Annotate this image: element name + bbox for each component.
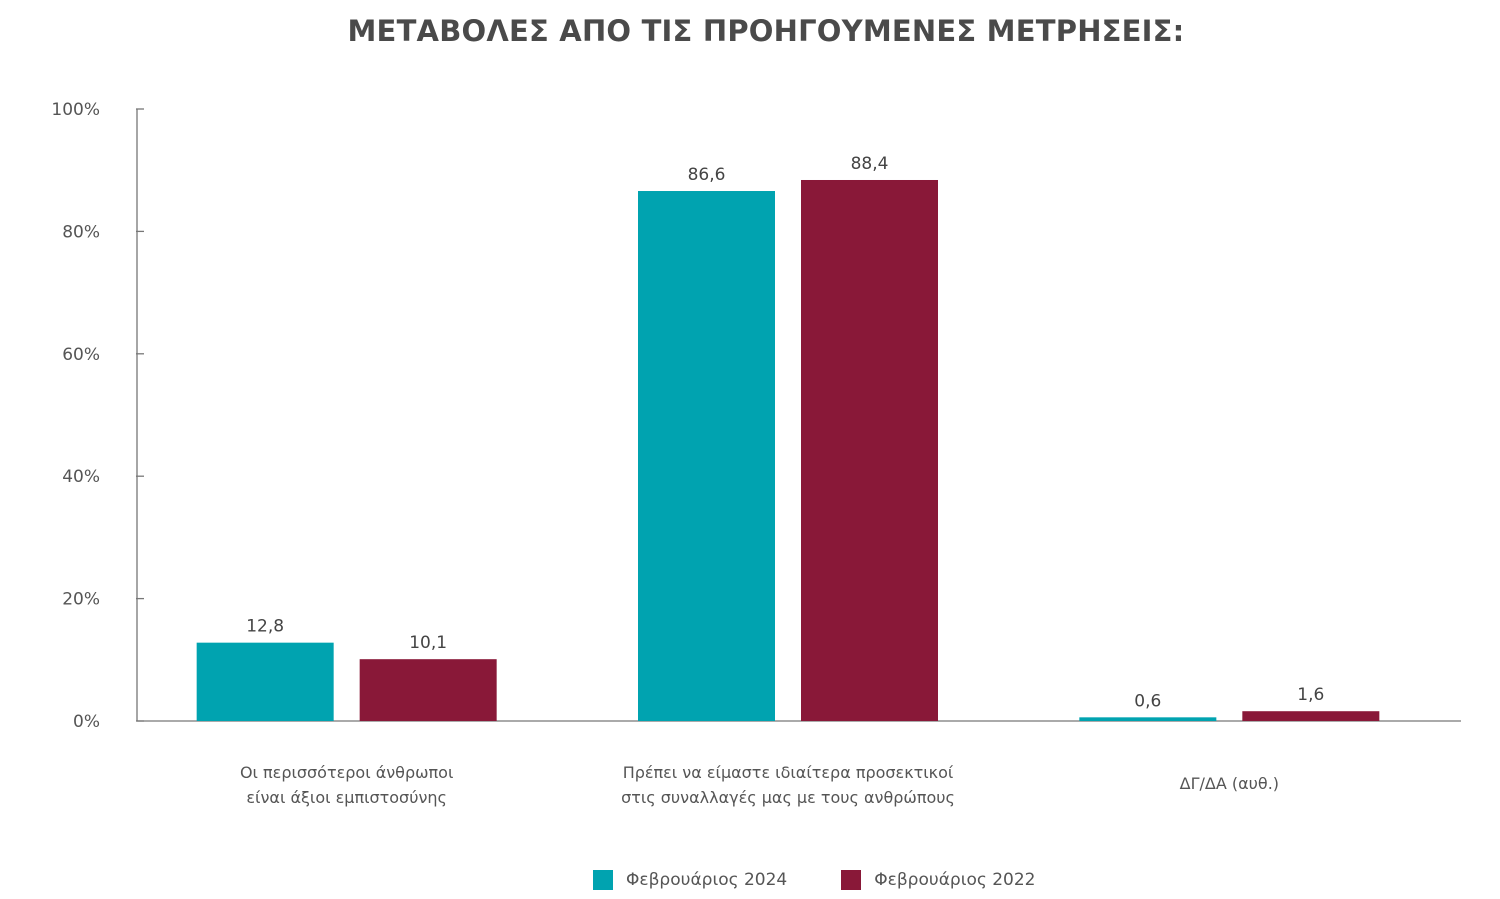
y-tick-label: 80%: [62, 222, 100, 242]
bars: [196, 179, 1380, 721]
legend-label: Φεβρουάριος 2024: [626, 870, 788, 890]
legend-swatch: [593, 870, 613, 890]
legend-item: Φεβρουάριος 2022: [841, 870, 1036, 890]
y-tick-label: 20%: [62, 590, 100, 610]
data-label: 12,8: [246, 617, 284, 637]
y-tick-label: 40%: [62, 467, 100, 487]
x-category-label: Πρέπει να είμαστε ιδιαίτερα προσεκτικοί: [623, 763, 954, 782]
y-tick-label: 0%: [73, 712, 100, 732]
bar: [196, 642, 334, 721]
data-label: 0,6: [1134, 691, 1161, 711]
bar: [801, 179, 938, 721]
legend-label: Φεβρουάριος 2022: [874, 870, 1036, 890]
y-tick-label: 60%: [62, 345, 100, 365]
axes: 0% 20% 40% 60% 80% 100%: [51, 100, 1461, 732]
x-category-label: στις συναλλαγές μας με τους ανθρώπους: [621, 788, 955, 807]
data-label: 86,6: [688, 165, 726, 185]
data-label: 1,6: [1297, 685, 1324, 705]
data-label: 10,1: [409, 633, 447, 653]
y-tick-label: 100%: [51, 100, 100, 120]
x-category-label: ΔΓ/ΔΑ (αυθ.): [1180, 774, 1279, 793]
legend: Φεβρουάριος 2024 Φεβρουάριος 2022: [593, 870, 1090, 890]
labels: 12,8 10,1 Οι περισσότεροι άνθρωποι είναι άξ…: [240, 154, 1324, 807]
x-category-label: Οι περισσότεροι άνθρωποι: [240, 763, 453, 782]
bar: [359, 659, 497, 721]
bar: [638, 191, 775, 721]
bar: [1079, 717, 1217, 721]
legend-item: Φεβρουάριος 2024: [593, 870, 787, 890]
bar: [1242, 711, 1380, 721]
legend-swatch: [841, 870, 862, 890]
data-label: 88,4: [851, 154, 889, 174]
chart-title: ΜΕΤΑΒΟΛΕΣ ΑΠΟ ΤΙΣ ΠΡΟΗΓΟΥΜΕΝΕΣ ΜΕΤΡΗΣΕΙΣ…: [347, 14, 1185, 48]
x-category-label: είναι άξιοι εμπιστοσύνης: [246, 788, 447, 807]
